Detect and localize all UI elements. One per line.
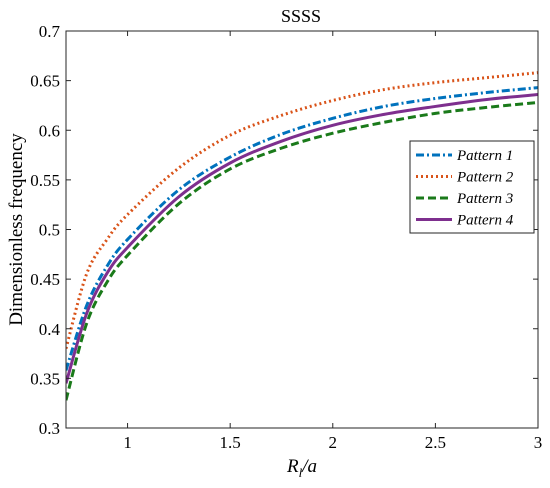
y-axis-label: Dimensionless frequency	[6, 133, 27, 326]
legend-box	[409, 140, 535, 234]
x-tick-label: 2.5	[425, 433, 446, 452]
series-line-1	[66, 86, 538, 371]
y-tick-label: 0.35	[30, 369, 60, 388]
legend-label-2: Pattern 2	[456, 170, 514, 186]
x-axis-label-subscript: l	[299, 465, 303, 480]
y-tick-label: 0.55	[30, 171, 60, 190]
series-layer	[66, 71, 538, 401]
series-line-2	[66, 71, 538, 349]
legend-label-1: Pattern 1	[456, 148, 513, 164]
y-tick-label: 0.3	[39, 419, 60, 438]
tick-labels: 1 1.5 2 2.5 3 0.3 0.35 0.4 0.45 0.5 0.55 0.6 0.65 0.7	[30, 22, 542, 452]
x-tick-label: 1	[123, 433, 132, 452]
y-tick-label: 0.45	[30, 270, 60, 289]
series-line-3	[66, 100, 538, 401]
x-axis-label: Rl/a	[286, 456, 317, 480]
y-tick-label: 0.5	[39, 221, 60, 240]
y-tick-label: 0.7	[39, 22, 61, 41]
chart-title: SSSS	[281, 6, 321, 26]
y-tick-label: 0.4	[39, 320, 61, 339]
legend: Pattern 1 Pattern 2 Pattern 3 Pattern 4	[409, 140, 535, 234]
x-tick-label: 1.5	[220, 433, 241, 452]
series-line-4	[66, 93, 538, 384]
axes	[65, 30, 539, 429]
y-tick-label: 0.6	[39, 121, 60, 140]
y-tick-label: 0.65	[30, 72, 60, 91]
x-axis-label-rest: /a	[301, 456, 317, 477]
legend-label-3: Pattern 3	[456, 191, 513, 207]
x-tick-label: 3	[534, 433, 543, 452]
x-axis-label-main: R	[286, 456, 299, 477]
x-tick-label: 2	[329, 433, 338, 452]
legend-label-4: Pattern 4	[456, 213, 514, 229]
